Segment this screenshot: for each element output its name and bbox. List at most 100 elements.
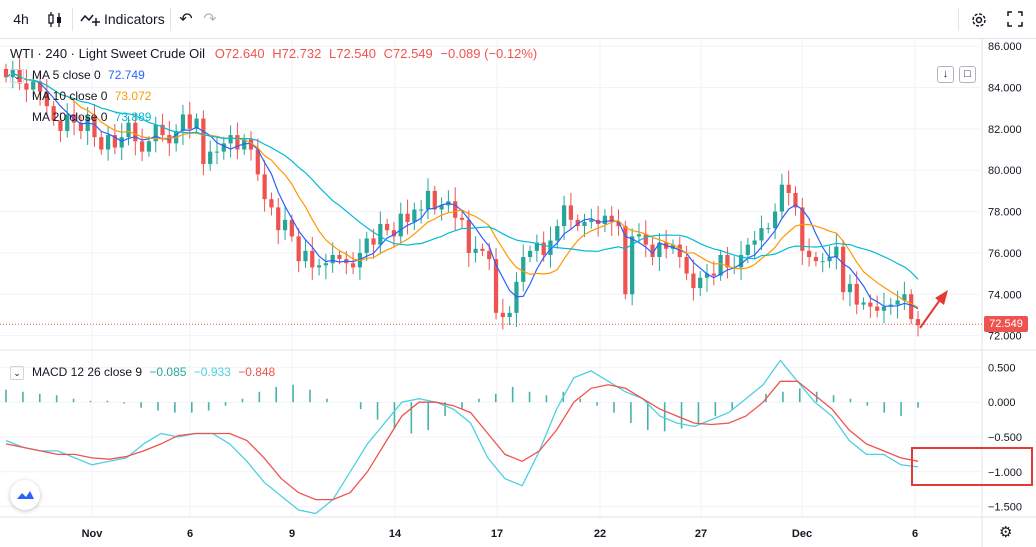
candle-body: [786, 184, 791, 193]
tradingview-logo-icon[interactable]: [10, 480, 40, 510]
price-tick-label: 74.000: [988, 289, 1022, 301]
settings-icon[interactable]: [968, 6, 990, 33]
annotation-arrow-head: [935, 290, 948, 305]
candle-body: [310, 250, 315, 268]
toolbar-divider: [958, 8, 959, 31]
candle-body: [568, 205, 574, 220]
candle-body: [725, 254, 730, 268]
candle-body: [521, 257, 526, 282]
annotation-box: [911, 447, 1033, 486]
ma5-label: MA 5 close 0: [32, 68, 101, 82]
candle-body: [813, 257, 819, 262]
chevron-down-icon[interactable]: ⌄: [10, 68, 24, 83]
candle-body: [616, 221, 621, 227]
last-price-tag: 72.549: [984, 316, 1028, 332]
candle-body: [289, 219, 294, 237]
candles-icon[interactable]: [44, 6, 66, 33]
candle-body: [235, 135, 240, 150]
candle-body: [194, 118, 199, 129]
candle-body: [657, 242, 662, 258]
candle-body: [371, 238, 376, 245]
candle-body: [609, 215, 614, 222]
candle-body: [140, 141, 145, 152]
candle-body: [208, 151, 213, 165]
time-tick-label: 22: [594, 528, 606, 540]
candle-body: [296, 236, 301, 262]
candle-body: [779, 184, 784, 212]
candle-body: [276, 207, 281, 231]
candle-body: [534, 242, 539, 251]
candle-body: [806, 250, 812, 258]
candle-body: [303, 250, 308, 262]
main-legend: WTI · 240 · Light Sweet Crude Oil O72.64…: [10, 46, 537, 61]
ma20-legend[interactable]: MA 20 close 0 73.889: [32, 108, 151, 126]
candle-body: [915, 319, 921, 326]
redo-icon[interactable]: ↷: [203, 11, 217, 28]
candle-body: [507, 312, 512, 317]
candle-body: [772, 211, 778, 229]
candle-body: [800, 207, 805, 251]
candle-body: [473, 248, 478, 253]
candle-body: [555, 226, 560, 241]
toolbar-divider: [72, 8, 73, 31]
indicators-button[interactable]: Indicators: [78, 6, 168, 33]
macd-hist-value: −0.085: [149, 365, 187, 379]
candle-body: [160, 124, 165, 136]
chevron-down-icon[interactable]: ⌄: [10, 365, 24, 380]
candle-body: [827, 257, 832, 262]
candle-body: [187, 114, 192, 129]
candle-body: [684, 257, 689, 274]
symbol-title[interactable]: WTI · 240 · Light Sweet Crude Oil: [10, 46, 206, 61]
candle-body: [378, 223, 383, 245]
price-tick-label: 78.000: [988, 207, 1022, 219]
candle-body: [636, 234, 642, 237]
ma5-value: 72.749: [108, 68, 145, 82]
candle-body: [881, 306, 887, 311]
candle-body: [201, 118, 206, 165]
candle-body: [31, 81, 36, 90]
indicators-icon: [80, 14, 100, 26]
candle-body: [854, 283, 859, 305]
ma5-legend[interactable]: ⌄ MA 5 close 0 72.749: [10, 66, 145, 84]
candle-body: [487, 250, 492, 260]
candle-body: [718, 254, 723, 276]
candle-body: [425, 190, 431, 210]
candle-body: [895, 300, 900, 305]
macd-legend[interactable]: ⌄ MACD 12 26 close 9 −0.085 −0.933 −0.848: [10, 363, 275, 381]
settings-small-icon[interactable]: ⚙: [999, 524, 1013, 541]
restore-icon[interactable]: □: [959, 66, 976, 83]
candle-body: [255, 149, 260, 175]
candle-body: [119, 137, 124, 148]
candle-body: [711, 273, 716, 276]
candle-body: [691, 273, 696, 289]
undo-icon[interactable]: ↶: [179, 11, 193, 28]
candle-body: [99, 137, 104, 150]
candle-body: [92, 116, 97, 138]
macd-value: −0.933: [193, 365, 231, 379]
ma10-legend[interactable]: MA 10 close 0 73.072: [32, 87, 151, 105]
price-tick-label: 82.000: [988, 124, 1022, 136]
candle-body: [527, 250, 533, 258]
candle-body: [133, 122, 138, 142]
candle-body: [561, 205, 567, 227]
fullscreen-icon[interactable]: [1004, 6, 1026, 33]
candle-body: [180, 114, 186, 131]
candle-body: [902, 294, 907, 301]
interval-button[interactable]: 4h: [13, 11, 29, 27]
candle-body: [337, 254, 342, 260]
candle-body: [841, 246, 846, 293]
candle-body: [419, 209, 424, 211]
candle-body: [548, 240, 553, 255]
ma10-label: MA 10 close 0: [32, 89, 108, 103]
candle-body: [262, 174, 267, 200]
time-tick-label: 6: [912, 528, 918, 540]
candle-body: [745, 244, 750, 255]
candle-body: [146, 141, 152, 152]
macd-label: MACD 12 26 close 9: [32, 365, 143, 379]
candle-body: [364, 238, 369, 253]
candle-body: [820, 261, 825, 263]
ma20-value: 73.889: [114, 110, 152, 124]
candle-body: [677, 244, 682, 258]
scroll-down-icon[interactable]: ↓: [937, 66, 954, 83]
